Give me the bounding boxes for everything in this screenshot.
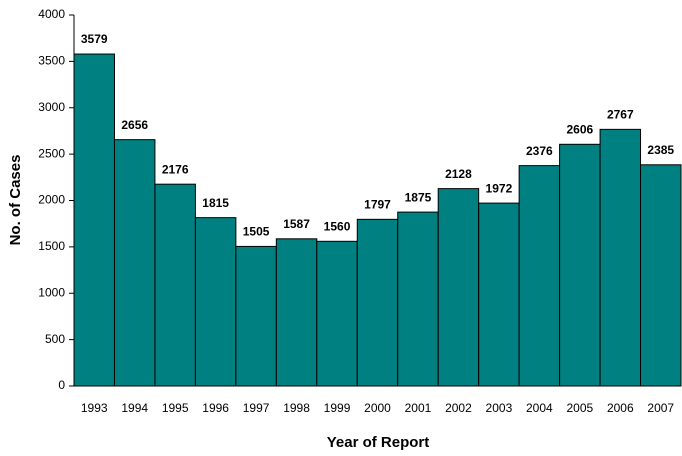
x-tick-label: 1997 [243, 401, 270, 415]
bar [113, 139, 156, 387]
y-tick-label: 2000 [38, 193, 65, 207]
x-tick-label: 1994 [121, 401, 148, 415]
value-label: 1797 [364, 198, 391, 212]
y-tick-label: 1000 [38, 285, 65, 299]
x-tick-label: 2002 [445, 401, 472, 415]
x-tick-label: 2000 [364, 401, 391, 415]
bar [478, 202, 520, 387]
bar [518, 165, 561, 387]
bar [640, 164, 682, 387]
y-tick-label: 500 [45, 332, 65, 346]
x-tick-label: 2005 [566, 401, 593, 415]
bar [194, 217, 237, 387]
x-axis-title: Year of Report [327, 434, 430, 451]
x-tick-label: 1995 [162, 401, 189, 415]
value-label: 1815 [202, 196, 229, 210]
bar [356, 218, 399, 387]
value-label: 2385 [647, 143, 674, 157]
y-tick-label: 4000 [38, 7, 65, 21]
value-label: 2176 [162, 162, 189, 176]
bar [437, 188, 480, 387]
bar [559, 143, 601, 387]
value-label: 3579 [81, 32, 108, 46]
value-label: 2376 [526, 144, 553, 158]
bar [235, 245, 277, 387]
value-label: 1587 [283, 217, 310, 231]
value-label: 2656 [121, 118, 148, 132]
value-label: 1560 [324, 219, 351, 233]
x-tick-label: 2007 [647, 401, 674, 415]
bar [275, 238, 318, 387]
bar [599, 128, 642, 387]
value-label: 1972 [486, 181, 513, 195]
y-tick-label: 2500 [38, 146, 65, 160]
y-tick-label: 0 [58, 378, 65, 392]
y-tick-label: 1500 [38, 239, 65, 253]
x-tick-label: 2001 [405, 401, 432, 415]
x-tick-label: 2003 [486, 401, 513, 415]
x-tick-label: 1998 [283, 401, 310, 415]
bar [316, 240, 358, 387]
y-tick-label: 3000 [38, 100, 65, 114]
x-tick-label: 2006 [607, 401, 634, 415]
y-tick-label: 3500 [38, 54, 65, 68]
x-tick-label: 1999 [324, 401, 351, 415]
bar [73, 53, 115, 387]
value-label: 1875 [405, 190, 432, 204]
x-tick-label: 1996 [202, 401, 229, 415]
value-label: 2606 [566, 122, 593, 136]
value-label: 1505 [243, 225, 270, 239]
bar [397, 211, 439, 387]
bar [154, 183, 196, 387]
value-label: 2128 [445, 167, 472, 181]
y-axis-title: No. of Cases [7, 155, 24, 246]
x-tick-label: 1993 [81, 401, 108, 415]
value-label: 2767 [607, 108, 634, 122]
x-tick-label: 2004 [526, 401, 553, 415]
